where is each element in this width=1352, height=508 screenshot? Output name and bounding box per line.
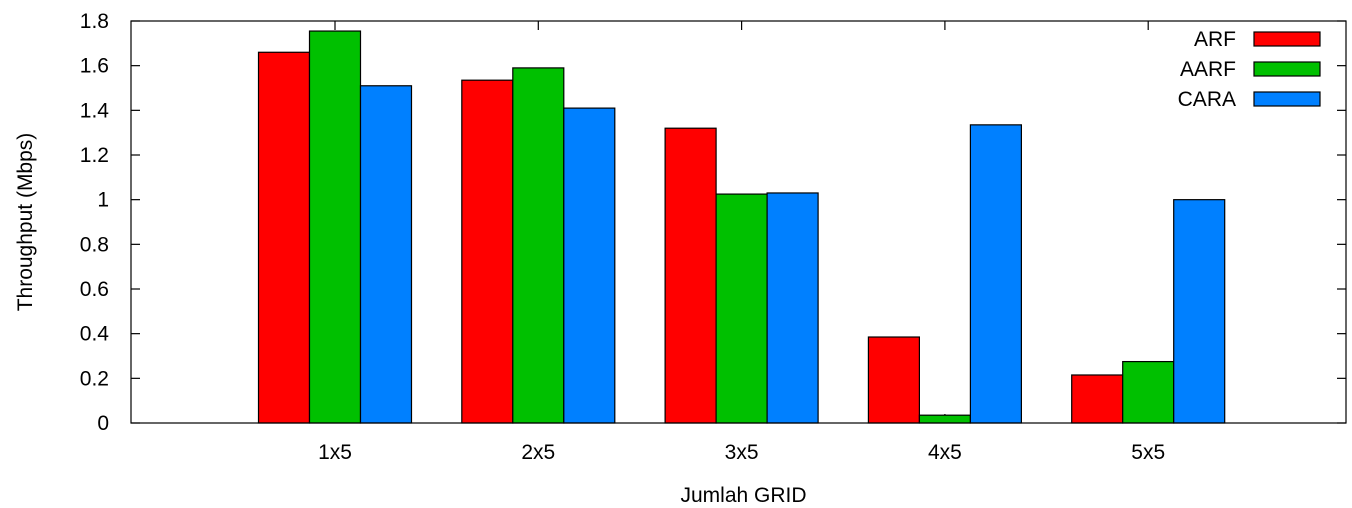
y-tick-label: 0.8 [80, 233, 109, 256]
bar-aarf-1x5 [308, 30, 362, 424]
legend-label-cara: CARA [1178, 88, 1236, 111]
y-axis-ticks: 0 0.2 0.4 0.6 0.8 1 1.2 1.4 1.6 1.8 [80, 10, 1346, 435]
x-tick-label: 3x5 [725, 441, 759, 464]
bars [257, 30, 1226, 424]
y-tick-label: 0.4 [80, 323, 110, 346]
legend: ARF AARF CARA [1178, 28, 1321, 111]
x-axis-ticks: 1x5 2x5 3x5 4x5 5x5 [318, 21, 1165, 464]
y-tick-label: 1.8 [80, 10, 109, 33]
y-tick-label: 1.2 [80, 144, 109, 167]
legend-label-arf: ARF [1194, 28, 1236, 51]
x-tick-label: 4x5 [928, 441, 962, 464]
x-tick-label: 1x5 [318, 441, 352, 464]
y-tick-label: 0 [97, 412, 109, 435]
bar-cara-3x5 [766, 192, 819, 424]
plot-frame [130, 20, 1347, 424]
y-axis-label: Throughput (Mbps) [14, 133, 37, 312]
bar-aarf-2x5 [512, 67, 565, 424]
bar-arf-3x5 [664, 127, 717, 424]
bar-aarf-4x5 [918, 414, 972, 424]
y-tick-label: 1.6 [80, 55, 109, 78]
y-tick-label: 0.6 [80, 278, 109, 301]
bar-arf-1x5 [257, 51, 311, 424]
legend-swatch-cara [1253, 91, 1321, 107]
bar-cara-4x5 [969, 124, 1023, 424]
legend-label-aarf: AARF [1180, 58, 1236, 81]
legend-swatch-aarf [1253, 61, 1321, 77]
bar-arf-4x5 [867, 336, 921, 424]
y-tick-label: 1 [97, 189, 109, 212]
x-tick-label: 2x5 [521, 441, 555, 464]
bar-arf-5x5 [1071, 374, 1124, 424]
bar-aarf-3x5 [715, 193, 768, 424]
bar-cara-1x5 [359, 85, 413, 424]
x-axis-label: Jumlah GRID [680, 484, 806, 507]
y-tick-label: 1.4 [80, 99, 110, 122]
x-tick-label: 5x5 [1131, 441, 1165, 464]
bar-cara-2x5 [563, 107, 616, 424]
bar-aarf-5x5 [1122, 360, 1175, 424]
legend-swatch-arf [1253, 31, 1321, 47]
bar-cara-5x5 [1173, 199, 1226, 424]
y-tick-label: 0.2 [80, 367, 109, 390]
bar-arf-2x5 [461, 79, 514, 424]
